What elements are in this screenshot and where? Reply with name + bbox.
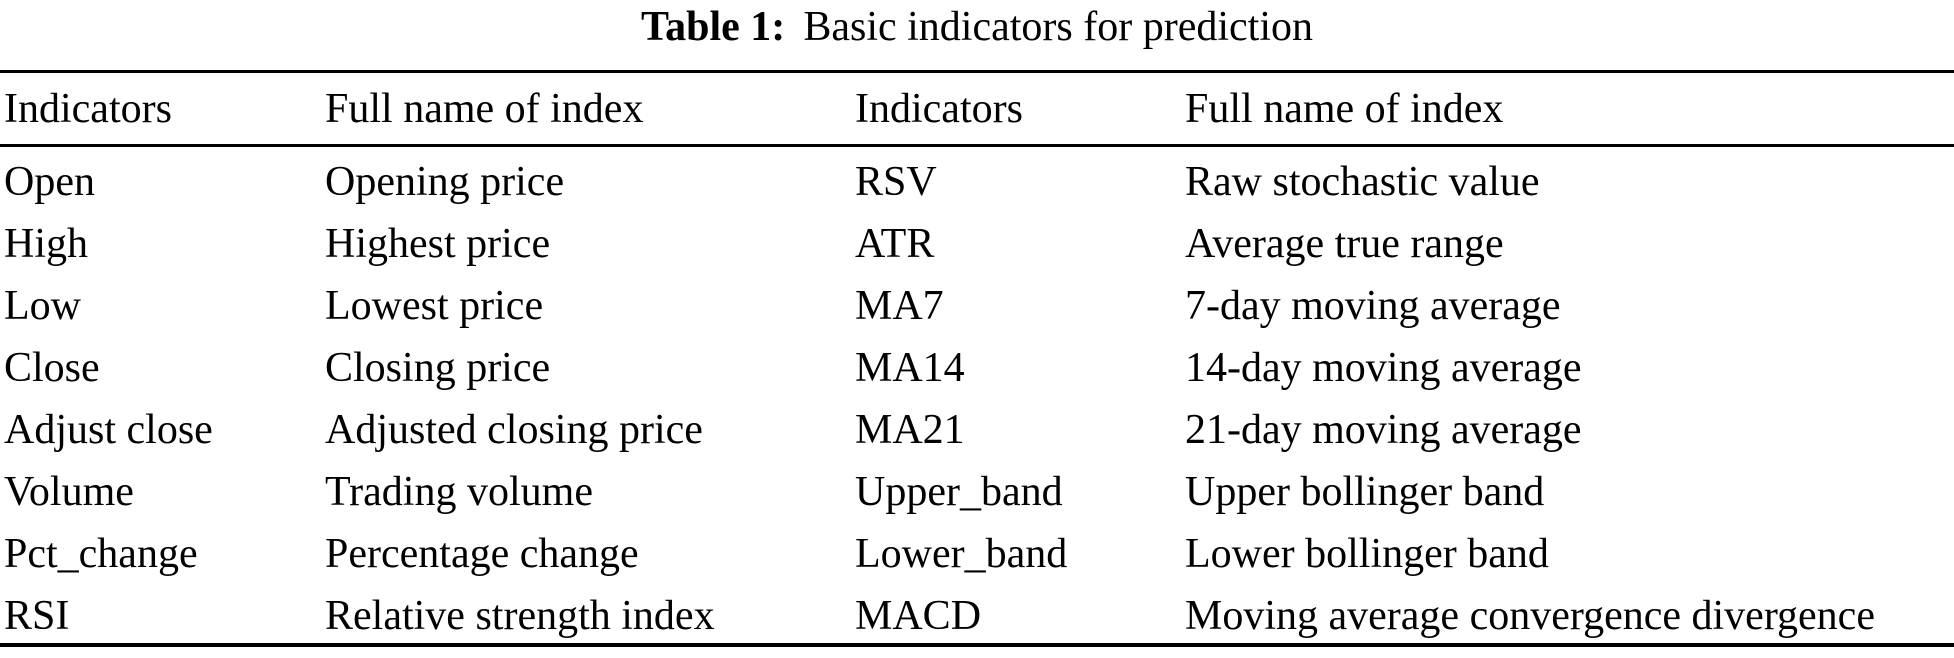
cell-indicator-right: MACD [855,593,982,639]
cell-fullname-left: Adjusted closing price [325,407,703,453]
cell-fullname-left: Closing price [325,345,551,391]
cell-indicator-right: MA7 [855,283,944,329]
cell-fullname-right: Average true range [1185,221,1504,267]
table-row: Low Lowest price MA7 7-day moving averag… [0,271,1954,333]
table-row: Close Closing price MA14 14-day moving a… [0,333,1954,395]
cell-fullname-right: 7-day moving average [1185,283,1561,329]
cell-fullname-left: Percentage change [325,531,639,577]
cell-fullname-left: Highest price [325,221,551,267]
cell-indicator-right: Upper_band [855,469,1063,515]
cell-fullname-left: Lowest price [325,283,544,329]
header-row: Indicators Full name of index Indicators… [0,71,1954,147]
cell-indicator-left: Open [4,159,95,205]
header-indicators-right: Indicators [855,71,1185,147]
table-caption: Table 1: Basic indicators for prediction [0,0,1954,70]
header-fullname-left: Full name of index [325,71,855,147]
cell-indicator-left: High [4,221,88,267]
cell-indicator-left: Pct_change [4,531,198,577]
cell-fullname-left: Opening price [325,159,565,205]
cell-indicator-left: Adjust close [4,407,213,453]
table-row: Adjust close Adjusted closing price MA21… [0,395,1954,457]
cell-fullname-right: 14-day moving average [1185,345,1582,391]
table-row: Pct_change Percentage change Lower_band … [0,519,1954,581]
cell-indicator-left: Close [4,345,100,391]
cell-fullname-right: Upper bollinger band [1185,469,1545,515]
cell-fullname-right: Raw stochastic value [1185,159,1540,205]
table-row: Open Opening price RSV Raw stochastic va… [0,146,1954,210]
header-fullname-right: Full name of index [1185,71,1954,147]
indicators-table: Indicators Full name of index Indicators… [0,70,1954,647]
cell-indicator-right: MA21 [855,407,965,453]
cell-indicator-left: Volume [4,469,134,515]
cell-fullname-right: Moving average convergence divergence [1185,593,1875,639]
cell-indicator-left: Low [4,283,81,329]
cell-fullname-left: Relative strength index [325,593,715,639]
table-caption-text: Basic indicators for prediction [803,4,1313,50]
cell-fullname-left: Trading volume [325,469,593,515]
table-row: Volume Trading volume Upper_band Upper b… [0,457,1954,519]
cell-fullname-right: 21-day moving average [1185,407,1582,453]
cell-indicator-right: RSV [855,159,937,205]
cell-fullname-right: Lower bollinger band [1185,531,1549,577]
cell-indicator-right: Lower_band [855,531,1068,577]
cell-indicator-left: RSI [4,593,70,639]
header-indicators-left: Indicators [0,71,325,147]
cell-indicator-right: MA14 [855,345,965,391]
table-row: High Highest price ATR Average true rang… [0,209,1954,271]
cell-indicator-right: ATR [855,221,935,267]
table-caption-label: Table 1: [640,4,786,50]
table-row: RSI Relative strength index MACD Moving … [0,581,1954,645]
